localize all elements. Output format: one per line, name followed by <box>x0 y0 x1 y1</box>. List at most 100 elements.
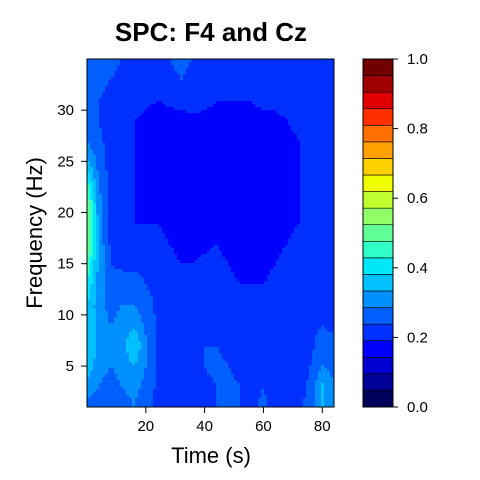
heatmap-cell <box>111 170 115 174</box>
heatmap-cell <box>237 152 241 156</box>
heatmap-cell <box>216 206 220 210</box>
heatmap-cell <box>231 68 235 72</box>
heatmap-cell <box>114 197 118 201</box>
heatmap-cell <box>327 89 331 93</box>
heatmap-cell <box>270 134 274 138</box>
heatmap-cell <box>267 137 271 141</box>
heatmap-cell <box>327 200 331 204</box>
heatmap-cell <box>132 128 136 132</box>
heatmap-cell <box>132 113 136 117</box>
heatmap-cell <box>267 146 271 150</box>
heatmap-cell <box>237 107 241 111</box>
heatmap-cell <box>93 224 97 228</box>
heatmap-cell <box>219 131 223 135</box>
heatmap-cell <box>201 74 205 78</box>
heatmap-cell <box>306 110 310 114</box>
heatmap-cell <box>177 149 181 153</box>
heatmap-cell <box>216 236 220 240</box>
heatmap-cell <box>186 176 190 180</box>
heatmap-cell <box>312 221 316 225</box>
heatmap-cell <box>114 212 118 216</box>
heatmap-cell <box>222 200 226 204</box>
heatmap-cell <box>180 104 184 108</box>
heatmap-cell <box>300 98 304 102</box>
heatmap-cell <box>240 86 244 90</box>
heatmap-cell <box>321 71 325 75</box>
heatmap-cell <box>258 122 262 126</box>
heatmap-cell <box>159 179 163 183</box>
heatmap-cell <box>264 203 268 207</box>
heatmap-cell <box>297 212 301 216</box>
heatmap-cell <box>144 68 148 72</box>
heatmap-cell <box>312 116 316 120</box>
heatmap-cell <box>210 179 214 183</box>
heatmap-cell <box>324 224 328 228</box>
heatmap-cell <box>231 233 235 237</box>
heatmap-cell <box>276 125 280 129</box>
heatmap-cell <box>177 77 181 81</box>
heatmap-cell <box>213 188 217 192</box>
heatmap-cell <box>303 164 307 168</box>
heatmap-cell <box>294 224 298 228</box>
heatmap-cell <box>273 128 277 132</box>
heatmap-cell <box>291 224 295 228</box>
heatmap-cell <box>183 206 187 210</box>
heatmap-cell <box>123 221 127 225</box>
heatmap-cell <box>228 83 232 87</box>
heatmap-cell <box>300 179 304 183</box>
heatmap-cell <box>162 119 166 123</box>
heatmap-cell <box>327 167 331 171</box>
heatmap-cell <box>201 209 205 213</box>
heatmap-cell <box>90 173 94 177</box>
heatmap-cell <box>129 185 133 189</box>
heatmap-cell <box>111 179 115 183</box>
heatmap-cell <box>129 224 133 228</box>
heatmap-cell <box>117 239 121 243</box>
heatmap-cell <box>222 215 226 219</box>
heatmap-cell <box>309 128 313 132</box>
heatmap-cell <box>267 68 271 72</box>
heatmap-cell <box>207 185 211 189</box>
heatmap-cell <box>87 113 91 117</box>
heatmap-cell <box>168 212 172 216</box>
heatmap-cell <box>180 221 184 225</box>
heatmap-cell <box>174 158 178 162</box>
heatmap-cell <box>270 206 274 210</box>
heatmap-cell <box>270 221 274 225</box>
heatmap-cell <box>171 137 175 141</box>
heatmap-cell <box>288 128 292 132</box>
heatmap-cell <box>318 218 322 222</box>
heatmap-cell <box>312 197 316 201</box>
heatmap-cell <box>216 161 220 165</box>
heatmap-cell <box>279 182 283 186</box>
heatmap-cell <box>267 71 271 75</box>
heatmap-cell <box>150 137 154 141</box>
heatmap-cell <box>279 161 283 165</box>
heatmap-cell <box>234 230 238 234</box>
heatmap-cell <box>291 104 295 108</box>
heatmap-cell <box>288 227 292 231</box>
heatmap-cell <box>93 80 97 84</box>
heatmap-cell <box>159 233 163 237</box>
heatmap-cell <box>222 92 226 96</box>
heatmap-cell <box>318 95 322 99</box>
heatmap-cell <box>318 65 322 69</box>
heatmap-cell <box>255 116 259 120</box>
heatmap-cell <box>126 182 130 186</box>
heatmap-cell <box>180 209 184 213</box>
heatmap-cell <box>93 86 97 90</box>
heatmap-cell <box>204 194 208 198</box>
heatmap-cell <box>291 164 295 168</box>
heatmap-cell <box>186 233 190 237</box>
heatmap-cell <box>219 95 223 99</box>
heatmap-cell <box>312 86 316 90</box>
heatmap-cell <box>282 74 286 78</box>
heatmap-cell <box>126 134 130 138</box>
heatmap-cell <box>168 173 172 177</box>
heatmap-cell <box>270 131 274 135</box>
heatmap-cell <box>192 71 196 75</box>
heatmap-cell <box>123 182 127 186</box>
heatmap-cell <box>237 203 241 207</box>
heatmap-cell <box>141 149 145 153</box>
heatmap-cell <box>135 74 139 78</box>
